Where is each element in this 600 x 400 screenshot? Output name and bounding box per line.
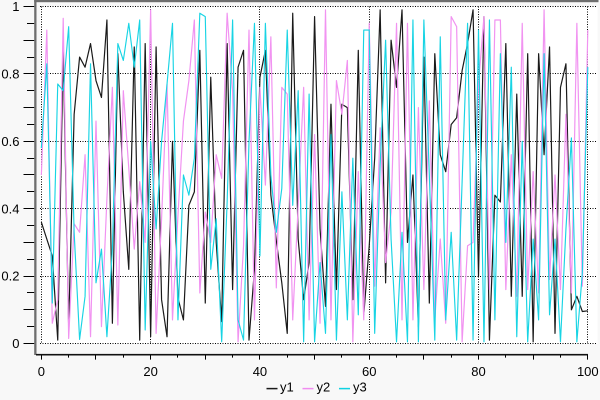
svg-text:0.8: 0.8	[1, 67, 19, 82]
svg-text:y1: y1	[280, 380, 294, 395]
svg-text:y3: y3	[353, 380, 367, 395]
svg-text:100: 100	[577, 364, 599, 379]
svg-text:80: 80	[471, 364, 485, 379]
svg-text:0: 0	[12, 336, 19, 351]
svg-text:1: 1	[12, 0, 19, 14]
svg-text:0.4: 0.4	[1, 201, 19, 216]
svg-text:60: 60	[362, 364, 376, 379]
svg-text:40: 40	[253, 364, 267, 379]
svg-text:0: 0	[38, 364, 45, 379]
svg-text:0.2: 0.2	[1, 269, 19, 284]
svg-text:20: 20	[143, 364, 157, 379]
svg-text:y2: y2	[317, 380, 331, 395]
svg-text:0.6: 0.6	[1, 134, 19, 149]
